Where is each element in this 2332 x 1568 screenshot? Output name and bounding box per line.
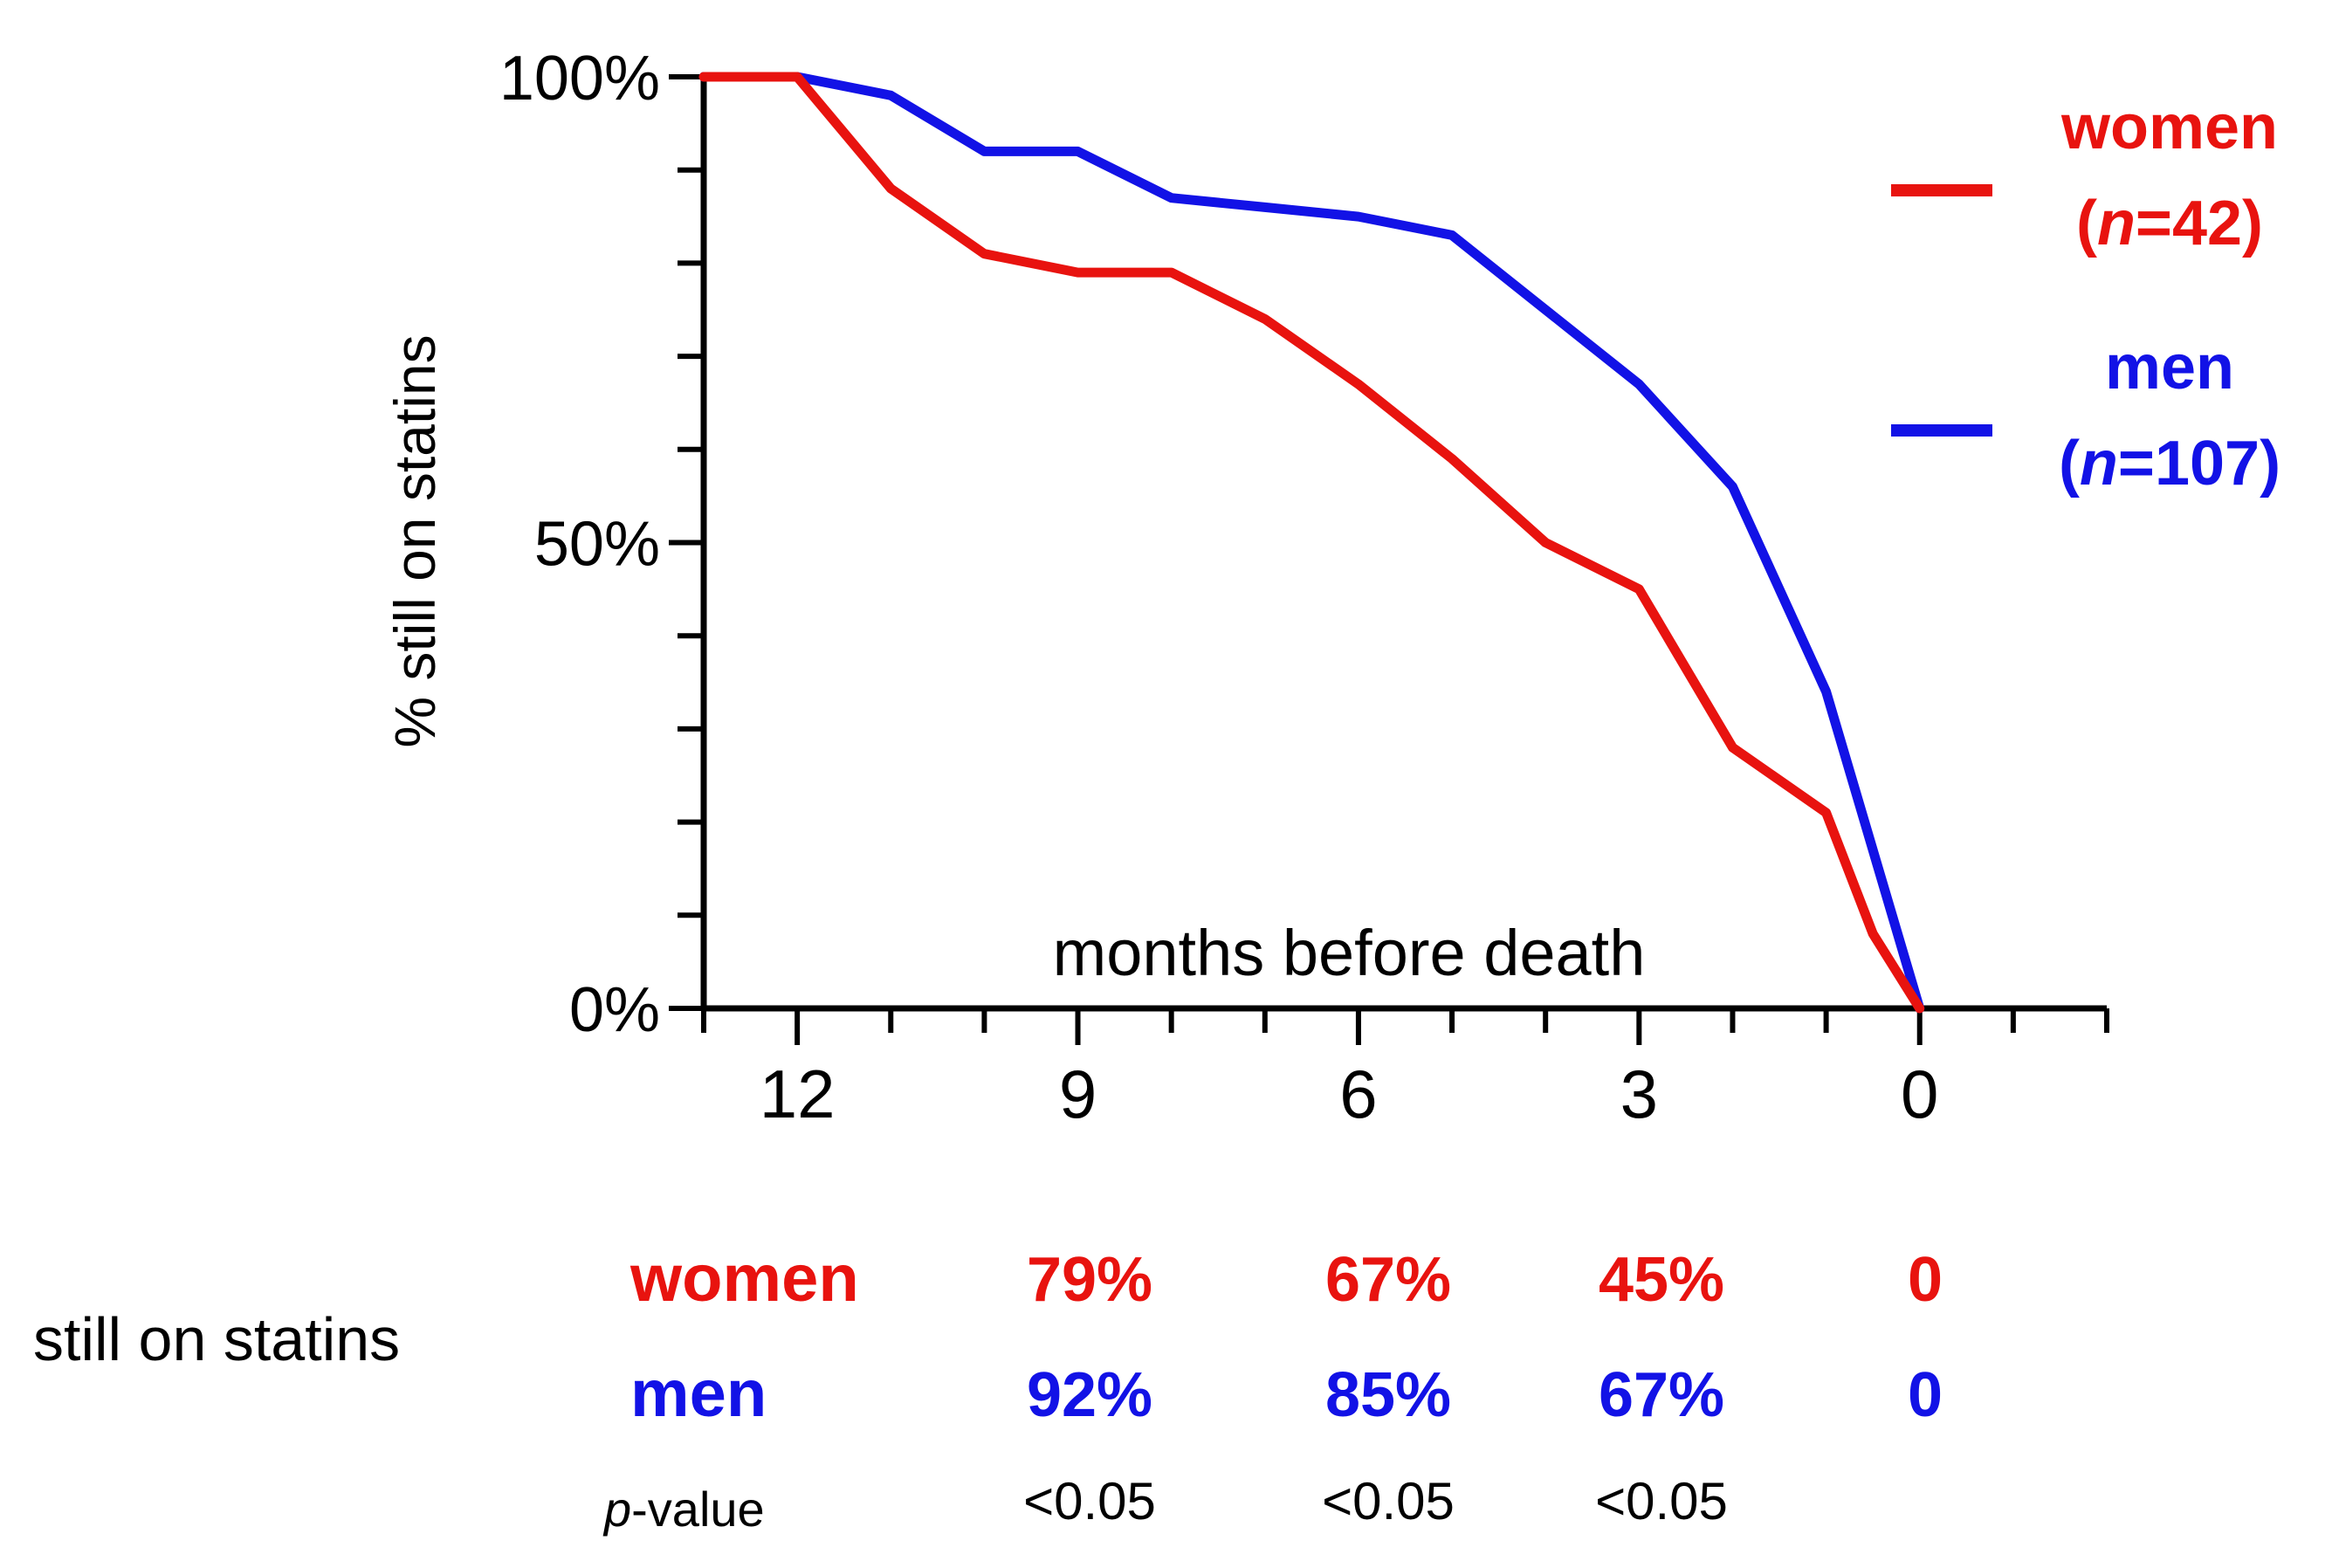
table-cell-women: 0 xyxy=(1908,1245,1943,1315)
x-tick-label: 0 xyxy=(1901,1056,1938,1132)
x-tick-label: 9 xyxy=(1059,1056,1097,1132)
y-tick-label: 50% xyxy=(534,510,660,580)
x-tick-label: 12 xyxy=(760,1056,836,1132)
y-tick-label: 100% xyxy=(499,44,660,113)
table-cell-men: 92% xyxy=(1027,1360,1152,1430)
x-tick-label: 3 xyxy=(1620,1056,1658,1132)
series-layer xyxy=(698,72,1925,1014)
legend: women (n=42) men (n=107) xyxy=(1891,93,2280,499)
table-cell-p: <0.05 xyxy=(1322,1472,1455,1530)
table-cell-men: 67% xyxy=(1599,1360,1724,1430)
table-cell-p: <0.05 xyxy=(1595,1472,1728,1530)
axes-layer: 0% 50% 100% 12 9 6 3 0 xyxy=(499,44,2109,1132)
series-line-women xyxy=(698,72,1925,1014)
table-cell-p: <0.05 xyxy=(1023,1472,1156,1530)
series-line-men xyxy=(698,72,1925,1014)
table-cell-women: 79% xyxy=(1027,1245,1152,1315)
table-row-label-women: women xyxy=(629,1241,859,1316)
table-cell-men: 0 xyxy=(1908,1360,1943,1430)
table-row-label-p: p-value xyxy=(602,1482,765,1537)
legend-n-men: (n=107) xyxy=(2059,429,2280,499)
table-cell-women: 67% xyxy=(1325,1245,1451,1315)
y-axis-label: % still on statins xyxy=(382,334,447,747)
summary-table: still on statins women 79% 67% 45% 0 men 92% 85%… xyxy=(33,1241,1943,1537)
table-row-label-men: men xyxy=(630,1357,767,1431)
table-cell-women: 45% xyxy=(1599,1245,1724,1315)
legend-n-women: (n=42) xyxy=(2076,189,2263,258)
legend-label-women: women xyxy=(2060,93,2278,162)
x-tick-label: 6 xyxy=(1339,1056,1377,1132)
legend-label-men: men xyxy=(2105,333,2234,402)
x-axis-label: months before death xyxy=(1053,917,1646,989)
y-tick-label: 0% xyxy=(569,975,660,1045)
table-cell-men: 85% xyxy=(1325,1360,1451,1430)
table-row-title: still on statins xyxy=(33,1305,400,1373)
